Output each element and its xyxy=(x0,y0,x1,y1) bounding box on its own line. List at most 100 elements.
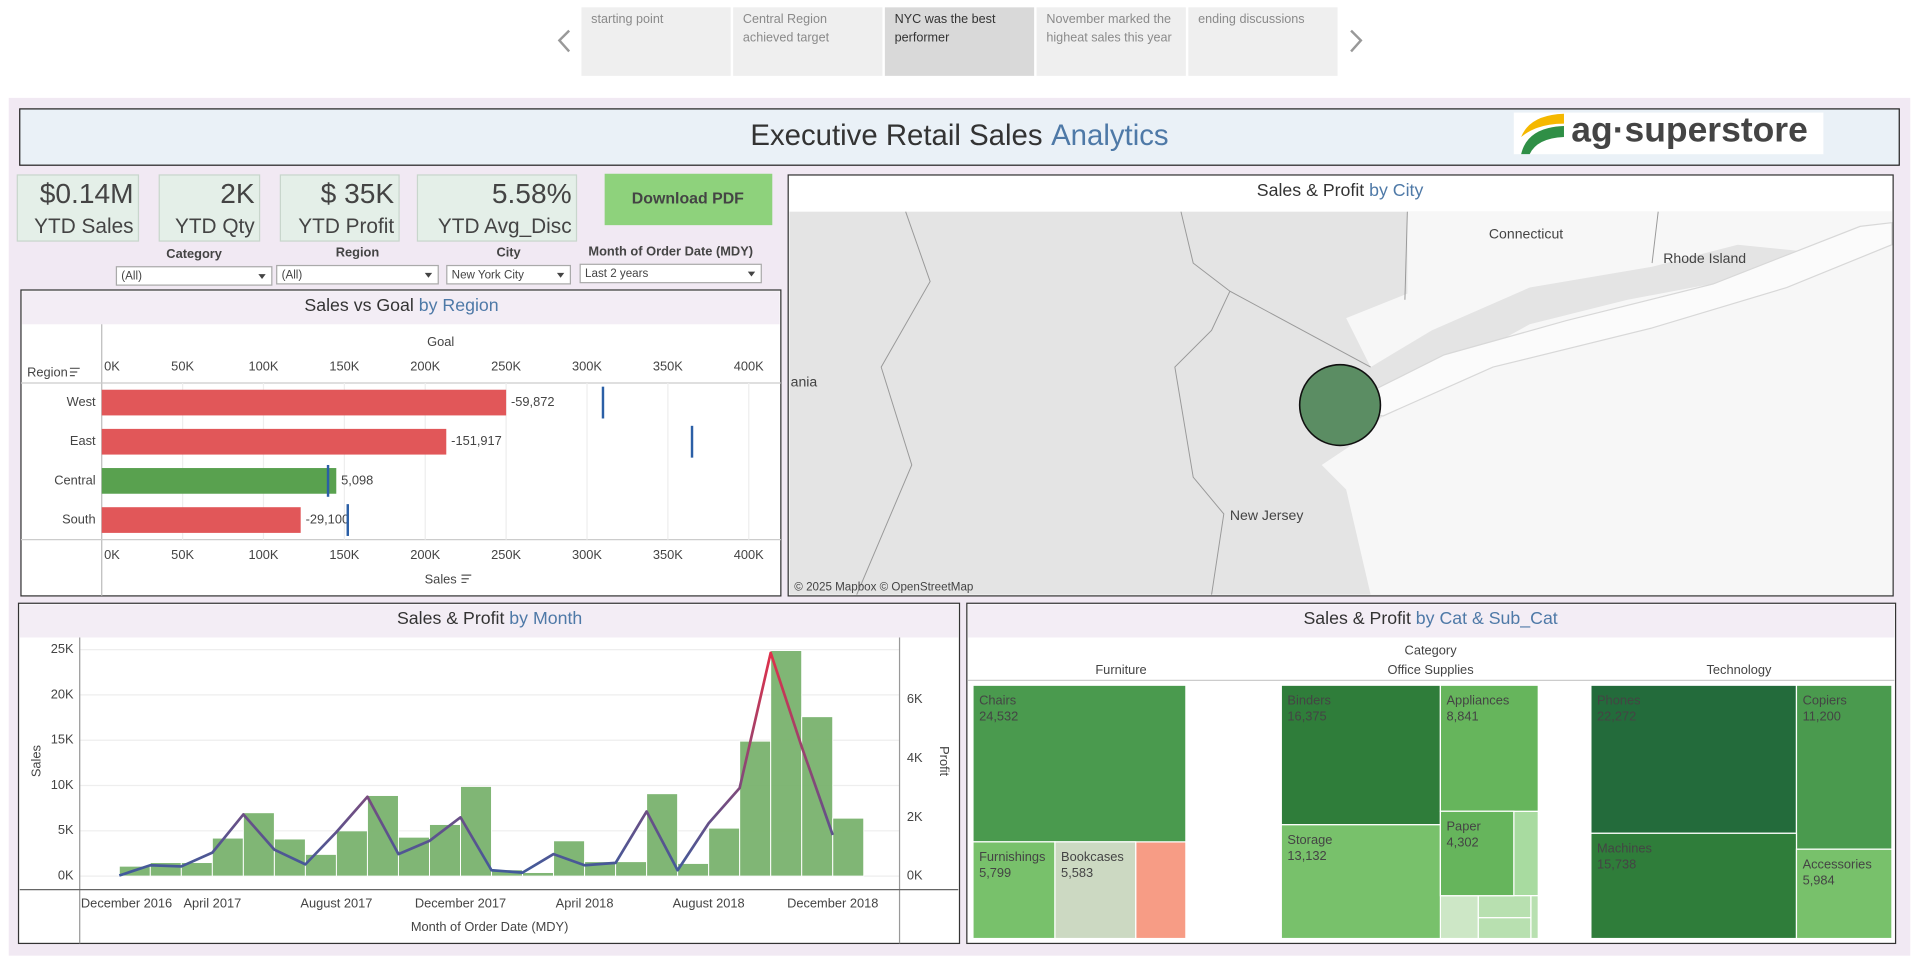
y-tick-label: East xyxy=(70,433,96,448)
x-tick-label: December 2016 xyxy=(81,896,172,911)
story-point-label: Central Region achieved target xyxy=(742,13,830,46)
bar xyxy=(101,468,337,494)
bar xyxy=(553,840,586,877)
filter-label: Region xyxy=(336,245,380,260)
cell-value: 16,375 xyxy=(1287,708,1326,723)
treemap-cell[interactable] xyxy=(1439,810,1515,897)
treemap-cell[interactable] xyxy=(972,684,1187,843)
bar xyxy=(708,827,741,877)
axis-title: Sales xyxy=(425,571,457,586)
logo-text: ag·superstore xyxy=(1571,110,1808,150)
panel-title-bar xyxy=(22,291,780,325)
y-tick-label: Central xyxy=(54,472,95,487)
y-tick-label: 10K xyxy=(51,777,74,792)
kpi-label: YTD Qty xyxy=(175,215,255,238)
x-tick-label: August 2017 xyxy=(300,896,372,911)
map-label: Connecticut xyxy=(1489,226,1563,242)
treemap-cell[interactable] xyxy=(1280,824,1441,940)
bar-label: -59,872 xyxy=(511,394,555,409)
city-mark[interactable] xyxy=(1298,363,1382,447)
story-point-label: November marked the higheat sales this y… xyxy=(1046,13,1172,46)
filter-dropdown[interactable] xyxy=(115,266,273,286)
y-tick-label: South xyxy=(62,511,96,526)
bar xyxy=(832,817,865,877)
filter-dropdown[interactable] xyxy=(446,264,571,285)
story-point-label: NYC was the best performer xyxy=(894,13,996,46)
x-tick-label: April 2018 xyxy=(556,896,614,911)
x-tick-label: April 2017 xyxy=(183,896,241,911)
panel-title-accent: by City xyxy=(1369,180,1423,200)
sort-icon xyxy=(461,574,472,584)
story-point-label: starting point xyxy=(591,13,664,27)
treemap-cell[interactable] xyxy=(1439,684,1539,812)
map-water xyxy=(1321,211,1892,595)
panel-title-accent: by Month xyxy=(509,608,582,628)
download-button-label[interactable]: Download PDF xyxy=(632,191,744,208)
x-tick-label: December 2018 xyxy=(787,896,878,911)
x-tick-label: 400K xyxy=(734,547,764,562)
map-label: ania xyxy=(791,374,818,390)
line xyxy=(118,651,835,877)
x-tick-label: 350K xyxy=(653,358,683,373)
x-tick-label: 400K xyxy=(734,358,764,373)
treemap-cell[interactable] xyxy=(1795,848,1893,940)
panel-title-main: Sales & Profit xyxy=(1257,180,1365,200)
story-point[interactable] xyxy=(1188,7,1338,76)
panel-title: Sales & Profit by City xyxy=(1257,180,1424,200)
story-point-box: November marked the higheat sales this y… xyxy=(1046,13,1172,46)
story-point[interactable] xyxy=(733,7,883,76)
y-tick-label: 20K xyxy=(51,686,74,701)
axis-title: Profit xyxy=(937,746,952,776)
filter-label: Month of Order Date (MDY) xyxy=(588,243,753,258)
group-axis-title: Category xyxy=(1405,642,1458,657)
download-button[interactable] xyxy=(604,173,773,226)
x-tick-label: 250K xyxy=(491,547,521,562)
panel-title-accent: by Cat & Sub_Cat xyxy=(1416,608,1558,629)
map xyxy=(789,211,1893,595)
y2-tick-label: 0K xyxy=(907,868,923,883)
filter-dropdown[interactable] xyxy=(579,263,762,284)
story-prev[interactable] xyxy=(557,29,571,53)
panel-title-bar xyxy=(19,604,959,638)
treemap-cell-minor xyxy=(1530,895,1539,940)
bar xyxy=(211,837,244,877)
panel-title-main: Sales & Profit xyxy=(397,608,505,628)
cell-value: 4,302 xyxy=(1447,834,1479,849)
x-tick-label: 100K xyxy=(249,358,279,373)
logo-swoosh xyxy=(1521,126,1564,155)
kpi-label: YTD Avg_Disc xyxy=(438,215,572,238)
x-tick-label: 100K xyxy=(249,547,279,562)
story-point-label: ending discussions xyxy=(1198,13,1305,27)
cell-name: Binders xyxy=(1287,693,1330,708)
filter-label: City xyxy=(496,245,521,260)
treemap-cell[interactable] xyxy=(1054,841,1137,940)
cell-name: Storage xyxy=(1287,832,1332,847)
treemap-cell-minor xyxy=(1135,841,1187,940)
treemap-cell[interactable] xyxy=(1795,684,1893,850)
treemap-cell[interactable] xyxy=(1590,832,1798,940)
story-point[interactable] xyxy=(581,7,731,76)
bar xyxy=(522,872,555,877)
panel-title-main: Sales vs Goal xyxy=(304,295,413,315)
story-point[interactable] xyxy=(884,7,1035,76)
bar xyxy=(101,507,301,533)
filter-arrow xyxy=(747,271,756,277)
map-attribution: © 2025 Mapbox © OpenStreetMap xyxy=(794,580,973,593)
bar-label: 5,098 xyxy=(341,472,373,487)
x-tick-label: 250K xyxy=(491,358,521,373)
bar xyxy=(335,830,368,877)
x-tick-label: 50K xyxy=(171,547,194,562)
panel-title-main: Sales & Profit xyxy=(1303,608,1411,628)
bar xyxy=(615,861,648,877)
filter-arrow xyxy=(258,274,266,279)
cell-value: 11,200 xyxy=(1803,708,1841,723)
story-point[interactable] xyxy=(1036,7,1186,76)
filter-dropdown[interactable] xyxy=(276,264,439,285)
y-tick-label: West xyxy=(67,394,96,409)
cell-value: 24,532 xyxy=(979,708,1018,723)
bar xyxy=(801,716,834,877)
group-label: Technology xyxy=(1707,662,1772,677)
axis-title: Goal xyxy=(427,334,454,349)
story-next[interactable] xyxy=(1350,29,1363,53)
